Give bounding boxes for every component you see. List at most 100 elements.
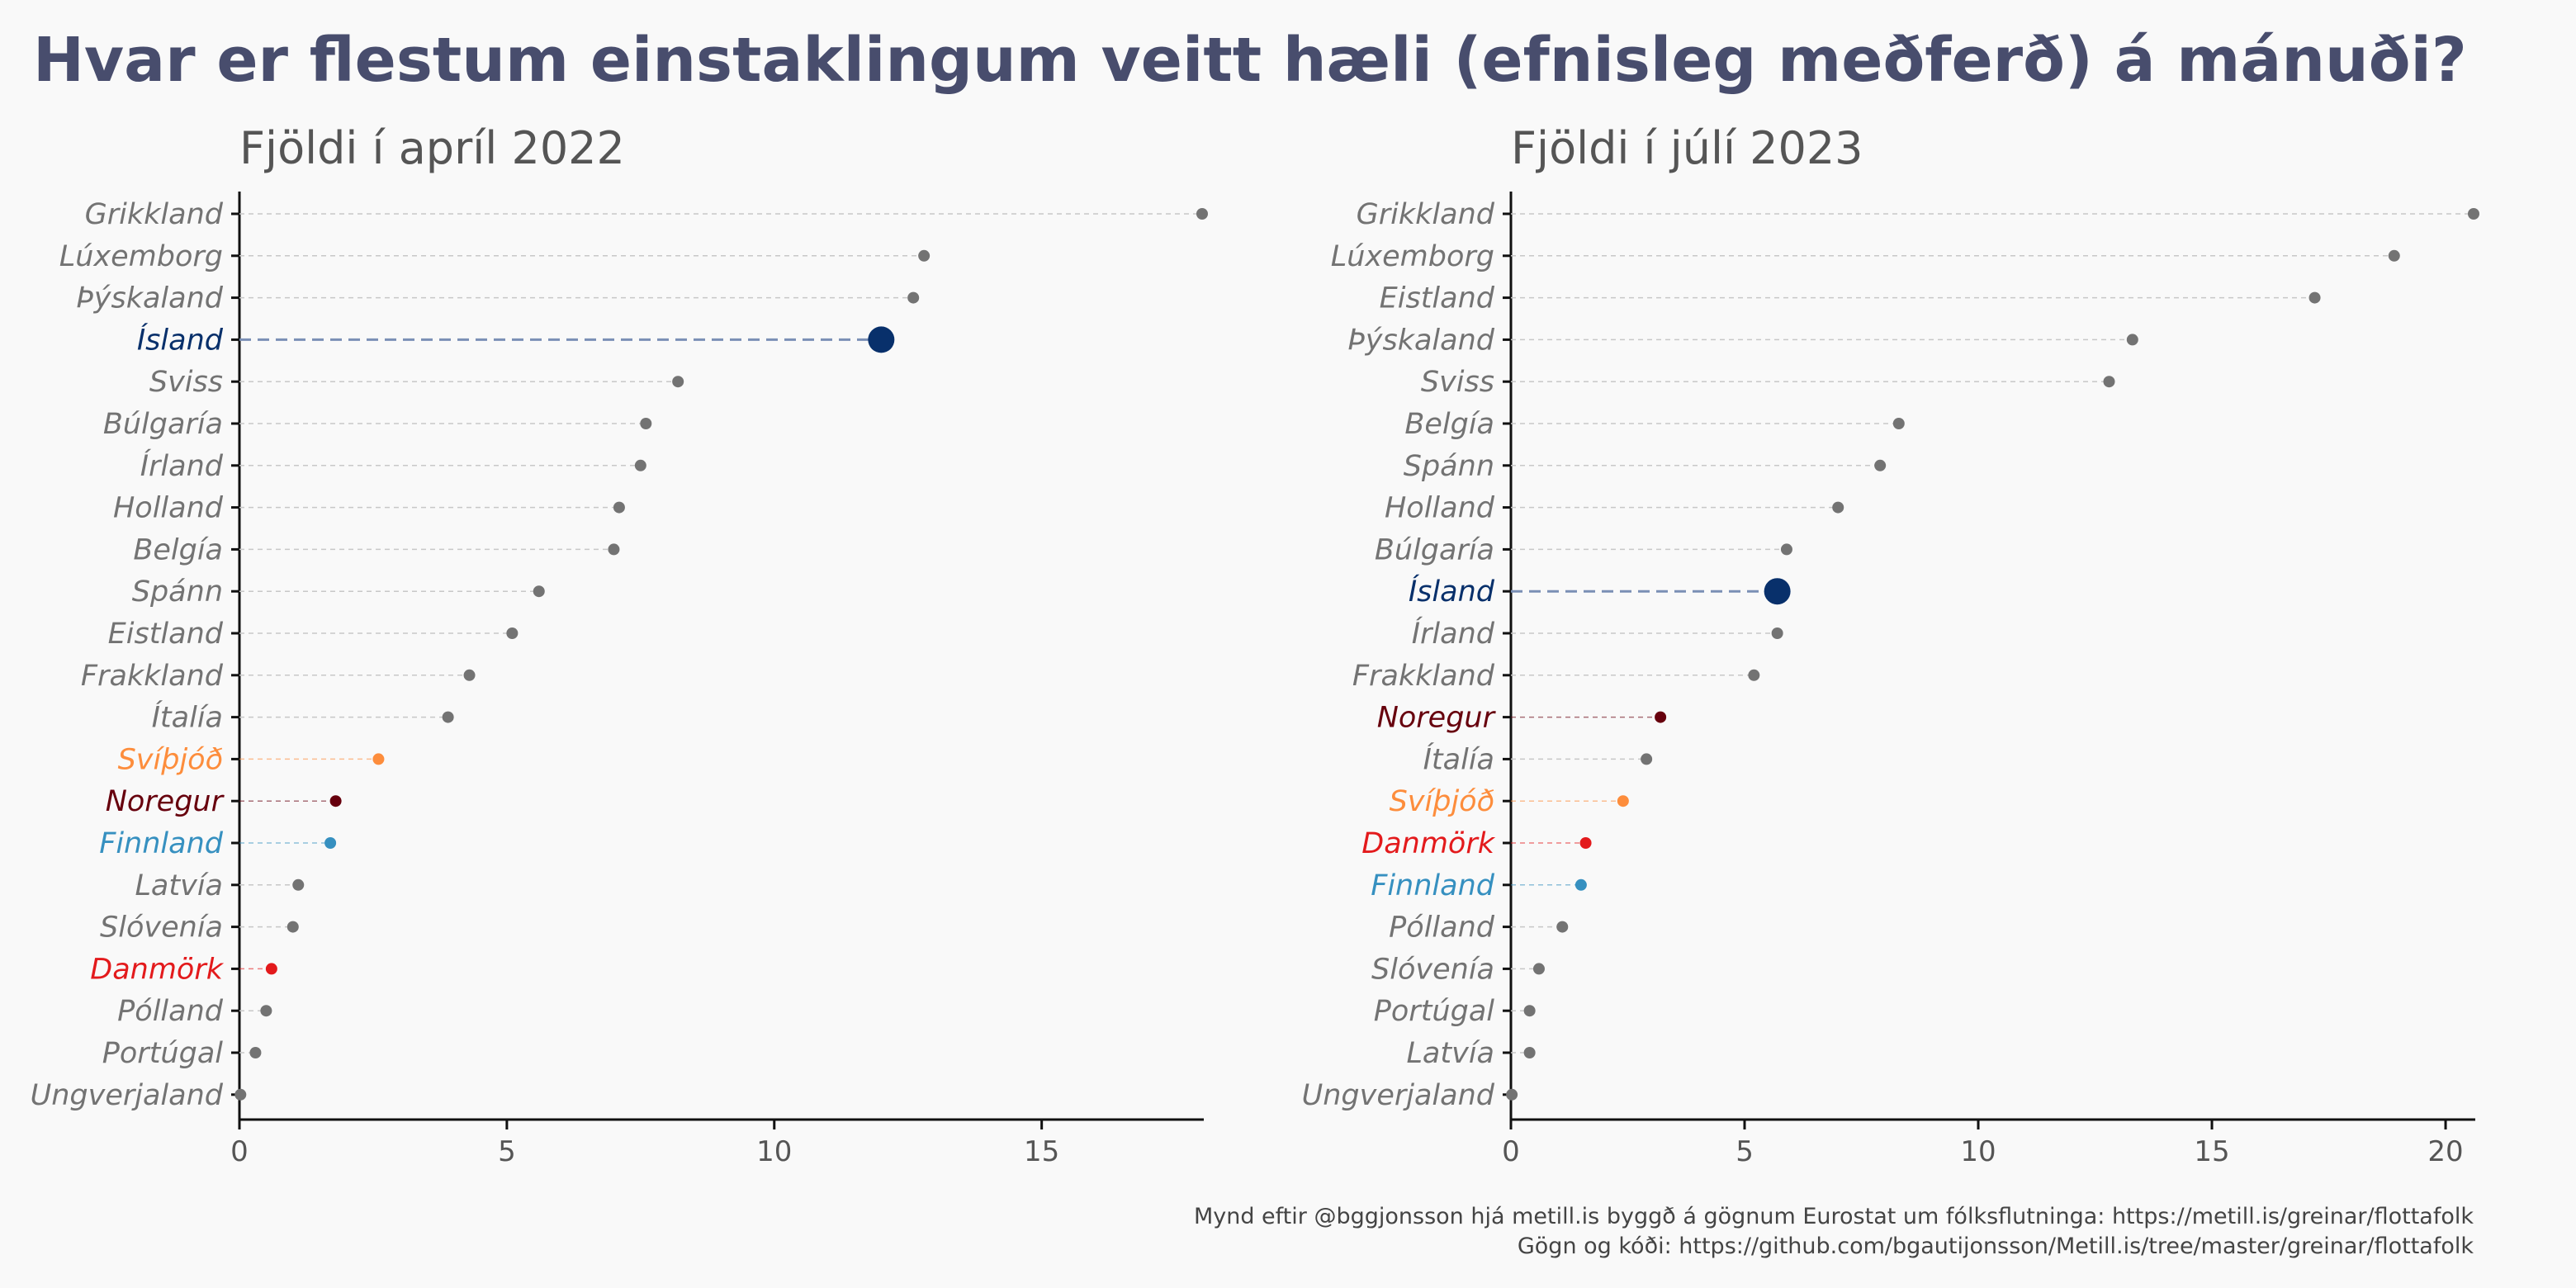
x-tick-label: 10 <box>1960 1135 1996 1168</box>
category-label: Finnland <box>99 827 224 860</box>
data-point <box>1532 963 1545 975</box>
category-label: Sviss <box>149 366 223 399</box>
category-label: Grikkland <box>1357 198 1495 231</box>
x-tick-label: 0 <box>1502 1135 1520 1168</box>
category-label: Pólland <box>1389 912 1495 945</box>
data-point <box>1748 669 1760 681</box>
category-label: Belgía <box>133 533 223 566</box>
data-point <box>533 585 545 598</box>
caption-line-1: Mynd eftir @bggjonsson hjá metill.is byg… <box>1193 1204 2474 1229</box>
category-label: Noregur <box>106 785 225 818</box>
category-label: Ísland <box>1409 574 1495 608</box>
data-point <box>907 291 920 304</box>
category-label: Svíþjóð <box>1390 785 1494 818</box>
category-label: Búlgaría <box>1375 533 1494 566</box>
category-label: Slóvenía <box>1371 953 1494 986</box>
data-point <box>1771 627 1783 639</box>
category-label: Danmörk <box>1361 827 1495 860</box>
panel-subtitle-left: Fjöldi í apríl 2022 <box>239 122 625 174</box>
data-point <box>463 669 476 681</box>
data-point <box>1574 878 1587 891</box>
x-tick-label: 0 <box>230 1135 249 1168</box>
data-point <box>234 1088 247 1101</box>
category-label: Frakkland <box>81 660 224 693</box>
data-point <box>1506 1088 1518 1101</box>
category-label: Holland <box>1385 492 1495 525</box>
category-label: Þýskaland <box>76 282 223 315</box>
data-point <box>608 543 620 556</box>
data-point <box>1617 795 1629 807</box>
data-point <box>1655 711 1667 723</box>
category-label: Lúxemborg <box>1331 240 1494 273</box>
data-point <box>2103 376 2115 388</box>
data-point <box>1523 1005 1536 1017</box>
data-point <box>1874 459 1887 471</box>
data-point <box>640 418 652 429</box>
data-point <box>260 1005 272 1017</box>
category-label: Noregur <box>1377 702 1497 735</box>
category-label: Holland <box>113 492 224 525</box>
x-tick-label: 15 <box>1024 1135 1059 1168</box>
data-point <box>672 376 684 388</box>
category-label: Lúxemborg <box>59 240 223 273</box>
data-point <box>1780 543 1792 556</box>
data-point <box>372 753 385 765</box>
data-point <box>1764 578 1791 605</box>
category-label: Ítalía <box>152 700 223 735</box>
data-point <box>292 878 305 891</box>
data-point <box>2126 334 2138 346</box>
panel-subtitle-right: Fjöldi í júlí 2023 <box>1511 122 1863 174</box>
data-point <box>2468 208 2479 220</box>
data-point <box>868 326 895 353</box>
category-label: Danmörk <box>90 953 224 986</box>
category-label: Portúgal <box>102 1037 223 1070</box>
category-label: Pólland <box>117 995 224 1028</box>
data-point <box>918 249 930 262</box>
data-point <box>1832 501 1844 514</box>
x-tick-label: 20 <box>2427 1135 2463 1168</box>
data-point <box>634 459 646 471</box>
data-point <box>506 627 519 639</box>
category-label: Írland <box>140 448 224 483</box>
data-point <box>1579 837 1592 849</box>
data-point <box>2388 249 2400 262</box>
category-label: Latvía <box>1406 1037 1494 1070</box>
data-point <box>1641 753 1653 765</box>
data-point <box>613 501 625 514</box>
category-label: Eistland <box>108 618 224 651</box>
x-tick-label: 10 <box>756 1135 792 1168</box>
category-label: Portúgal <box>1374 995 1494 1028</box>
category-label: Ungverjaland <box>31 1079 224 1112</box>
x-tick-label: 15 <box>2194 1135 2229 1168</box>
category-label: Sviss <box>1421 366 1494 399</box>
data-point <box>329 795 342 807</box>
category-label: Grikkland <box>85 198 224 231</box>
data-point <box>1892 418 1905 429</box>
category-label: Ísland <box>137 322 224 357</box>
category-label: Búlgaría <box>103 408 223 441</box>
data-point <box>324 837 337 849</box>
category-label: Eistland <box>1380 282 1495 315</box>
category-label: Svíþjóð <box>118 743 223 776</box>
category-label: Írland <box>1412 616 1495 651</box>
category-label: Belgía <box>1404 408 1494 441</box>
data-point <box>2308 291 2321 304</box>
category-label: Spánn <box>1404 450 1494 483</box>
data-point <box>1556 921 1569 933</box>
chart-title: Hvar er flestum einstaklingum veitt hæli… <box>33 25 2467 96</box>
data-point <box>442 711 454 723</box>
category-label: Slóvenía <box>100 912 223 945</box>
category-label: Latvía <box>135 869 223 902</box>
category-label: Frakkland <box>1352 660 1495 693</box>
data-point <box>1196 208 1208 220</box>
data-point <box>286 921 299 933</box>
caption-line-2: Gögn og kóði: https://github.com/bgautij… <box>1517 1234 2474 1259</box>
category-label: Þýskaland <box>1347 324 1494 357</box>
source-caption: Mynd eftir @bggjonsson hjá metill.is byg… <box>1194 1202 2474 1262</box>
data-point <box>1523 1047 1536 1058</box>
category-label: Ítalía <box>1423 741 1494 776</box>
category-label: Ungverjaland <box>1302 1079 1495 1112</box>
data-point <box>265 963 277 975</box>
